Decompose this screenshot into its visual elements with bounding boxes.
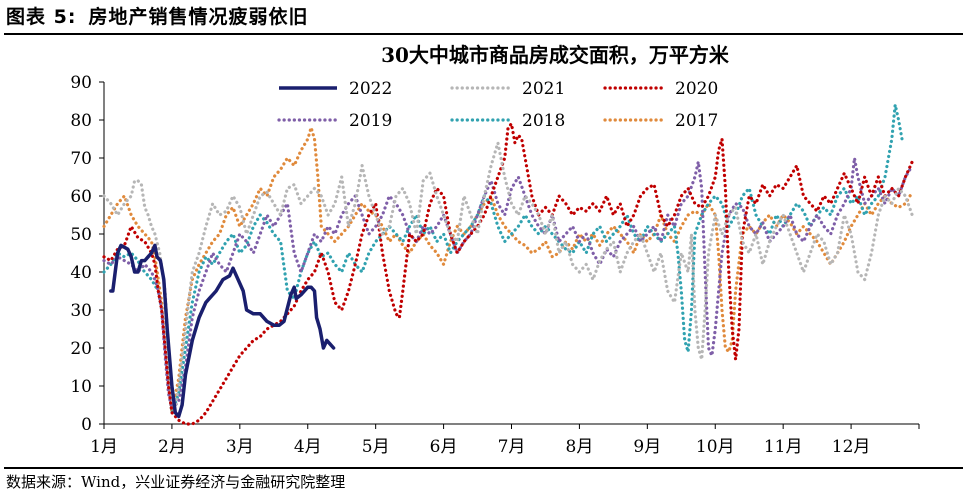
x-tick-label: 10月 <box>696 437 735 457</box>
x-tick-label: 9月 <box>633 437 661 457</box>
y-tick-label: 40 <box>70 263 92 283</box>
y-tick-label: 70 <box>70 149 92 169</box>
chart-series <box>102 103 914 426</box>
legend-label-2019: 2019 <box>349 111 392 131</box>
x-tick-label: 2月 <box>158 437 186 457</box>
x-tick-label: 7月 <box>498 437 526 457</box>
x-tick-label: 3月 <box>226 437 254 457</box>
header-rule <box>4 33 963 35</box>
series-line-2019 <box>102 156 914 411</box>
series-line-2021 <box>102 141 914 407</box>
y-tick-label: 30 <box>70 301 92 321</box>
figure-header: 图表 5: 房地产销售情况疲弱依旧 <box>6 2 961 32</box>
legend-label-2018: 2018 <box>522 111 565 131</box>
figure-caption: 房地产销售情况疲弱依旧 <box>88 6 309 28</box>
y-tick-label: 10 <box>70 377 92 397</box>
x-tick-label: 5月 <box>362 437 390 457</box>
legend-label-2020: 2020 <box>675 79 718 99</box>
footer-rule <box>4 467 963 469</box>
y-tick-label: 0 <box>81 415 92 435</box>
x-tick-label: 4月 <box>294 437 322 457</box>
legend-label-2021: 2021 <box>522 79 565 99</box>
legend-label-2017: 2017 <box>675 111 718 131</box>
y-tick-label: 80 <box>70 111 92 131</box>
series-line-2018 <box>102 103 904 415</box>
x-tick-label: 1月 <box>90 437 118 457</box>
x-tick-label: 11月 <box>764 437 803 457</box>
source-note: 数据来源：Wind，兴业证券经济与金融研究院整理 <box>6 473 346 491</box>
y-tick-label: 60 <box>70 187 92 207</box>
chart-legend: 2022 2021 2020 2019 2018 2017 <box>277 79 718 131</box>
x-tick-label: 6月 <box>430 437 458 457</box>
series-line-2020 <box>102 122 914 426</box>
series-line-2017 <box>102 126 914 415</box>
chart-title: 30大中城市商品房成交面积，万平方米 <box>381 43 730 67</box>
x-tick-label: 12月 <box>832 437 871 457</box>
y-tick-label: 50 <box>70 225 92 245</box>
y-tick-label: 20 <box>70 339 92 359</box>
y-tick-label: 90 <box>70 73 92 93</box>
x-tick-label: 8月 <box>566 437 594 457</box>
series-line-2022 <box>109 243 336 419</box>
legend-label-2022: 2022 <box>349 79 392 99</box>
chart-axes: 0 10 20 30 40 50 60 70 80 90 1月 2月 3月 4月 5月 6月 7月 8月 9月 10月… <box>70 73 920 457</box>
figure-label: 图表 5: <box>6 6 77 28</box>
